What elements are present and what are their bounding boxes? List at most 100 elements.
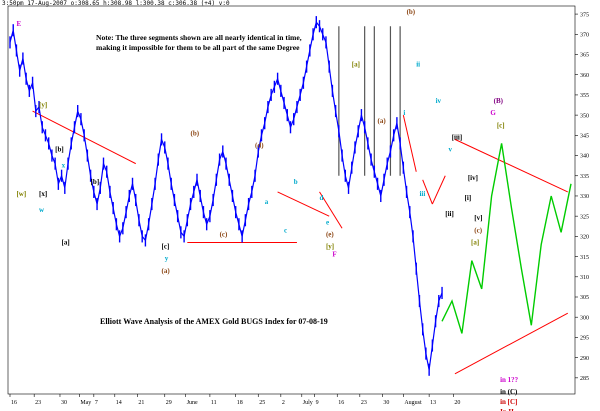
wave-label: [b] — [91, 178, 100, 186]
quote-header: 3:50pm 17-Aug-2007 o:308.65 h:308.98 l:3… — [2, 0, 230, 7]
x-tick-label: 11 — [211, 400, 217, 406]
x-tick-label: 9 — [316, 400, 319, 406]
wave-label: (c) — [474, 226, 482, 234]
wave-label: [b] — [55, 146, 64, 154]
wave-label: in [C] — [500, 398, 517, 406]
wave-label: (c) — [220, 230, 228, 238]
x-tick-label: 29 — [166, 400, 172, 406]
wave-label: (d) — [255, 141, 264, 149]
wave-label: d — [320, 194, 324, 202]
wave-label: G — [490, 109, 496, 117]
wave-label: [a] — [352, 61, 360, 69]
x-axis: 16 23 30 May 7 14 21 29 June 11 18 25 2 July 9 16 23 30 Au… — [9, 394, 460, 406]
x-tick-label: 18 — [237, 400, 243, 406]
x-tick-label: August — [404, 400, 422, 406]
trendlines — [32, 110, 569, 375]
trendline-4 — [454, 138, 568, 193]
wave-label: w — [39, 206, 45, 214]
wave-label: i — [403, 109, 405, 117]
trendline-7 — [422, 179, 433, 205]
wave-label: [ii] — [445, 210, 454, 218]
x-tick-label: May — [80, 400, 91, 406]
wave-label: y — [165, 255, 169, 263]
wave-annotations: E [y] [w] [x] w [b] x [a] [b] [c] y (a) (b) (c) (d) b a c… — [16, 8, 518, 411]
x-tick-label: 23 — [361, 400, 367, 406]
wave-label: [c] — [162, 243, 170, 251]
wave-label: (a) — [378, 117, 387, 125]
chart-note: Note: The three segments shown are all n… — [96, 33, 302, 52]
wave-label: b — [294, 178, 298, 186]
wave-label: (b) — [191, 129, 200, 137]
wave-label: [c] — [497, 121, 505, 129]
wave-label: [x] — [39, 190, 47, 198]
y-tick-label: 375 — [580, 12, 589, 18]
y-tick-label: 290 — [580, 356, 589, 362]
x-tick-label: 30 — [383, 400, 389, 406]
wave-label: x — [62, 162, 66, 170]
y-tick-label: 300 — [580, 315, 589, 321]
x-tick-label: 13 — [430, 400, 436, 406]
y-tick-label: 305 — [580, 295, 589, 301]
x-tick-label: July — [303, 400, 313, 406]
chart-title: Elliott Wave Analysis of the AMEX Gold B… — [100, 317, 328, 326]
projection-series-line — [441, 143, 572, 334]
y-tick-label: 315 — [580, 255, 589, 261]
trendline-5 — [454, 312, 569, 375]
y-tick-label: 285 — [580, 376, 589, 382]
wave-label: e — [326, 218, 329, 226]
y-tick-label: 370 — [580, 32, 589, 38]
y-tick-label: 310 — [580, 275, 589, 281]
wave-label: [v] — [474, 214, 482, 222]
wave-label: (b) — [407, 8, 416, 16]
y-tick-label: 335 — [580, 174, 589, 180]
wave-label: v — [448, 146, 452, 154]
wave-label: E — [16, 20, 21, 28]
x-tick-label: 16 — [338, 400, 344, 406]
wave-label: [iii] — [452, 133, 463, 141]
wave-label: F — [332, 251, 336, 259]
wave-label: [i] — [465, 194, 472, 202]
y-tick-label: 345 — [580, 134, 589, 140]
x-tick-label: 16 — [11, 400, 17, 406]
x-tick-label: 2 — [282, 400, 285, 406]
wave-label: [y] — [326, 243, 334, 251]
wave-label: [a] — [471, 238, 479, 246]
y-tick-label: 340 — [580, 154, 589, 160]
trendline-6 — [402, 115, 417, 172]
wave-label: [y] — [39, 101, 47, 109]
x-tick-label: 30 — [61, 400, 67, 406]
y-axis: 285 290 295 300 305 310 315 320 325 330 335 340 345 3… — [575, 12, 589, 382]
wave-label: [iv] — [468, 174, 478, 182]
trendline-2 — [277, 191, 330, 217]
x-tick-label: 7 — [95, 400, 98, 406]
x-tick-label: 25 — [259, 400, 265, 406]
plot-frame — [7, 5, 576, 395]
y-tick-label: 365 — [580, 53, 589, 59]
x-tick-label: 14 — [116, 400, 122, 406]
wave-label: (B) — [494, 97, 504, 105]
y-tick-label: 355 — [580, 93, 589, 99]
y-tick-label: 350 — [580, 113, 589, 119]
x-tick-label: 20 — [454, 400, 460, 406]
wave-label: (e) — [326, 230, 334, 238]
wave-label: in (C) — [500, 388, 518, 396]
wave-label: In II — [500, 408, 514, 411]
wave-label: [w] — [16, 190, 26, 198]
y-tick-label: 325 — [580, 214, 589, 220]
wave-label: in 1?? — [500, 376, 519, 384]
wave-label: a — [265, 198, 269, 206]
wave-label: [a] — [62, 238, 70, 246]
wave-label: ii — [416, 61, 420, 69]
trendline-3 — [319, 191, 343, 229]
y-tick-label: 295 — [580, 336, 589, 342]
wave-label: iii — [419, 190, 425, 198]
y-tick-label: 320 — [580, 235, 589, 241]
x-tick-label: 21 — [138, 400, 144, 406]
wave-label: (a) — [162, 267, 171, 275]
series-lines — [9, 16, 572, 376]
trendline-8 — [431, 175, 446, 205]
y-tick-label: 330 — [580, 194, 589, 200]
wave-label: iv — [436, 97, 442, 105]
x-tick-label: 23 — [35, 400, 41, 406]
